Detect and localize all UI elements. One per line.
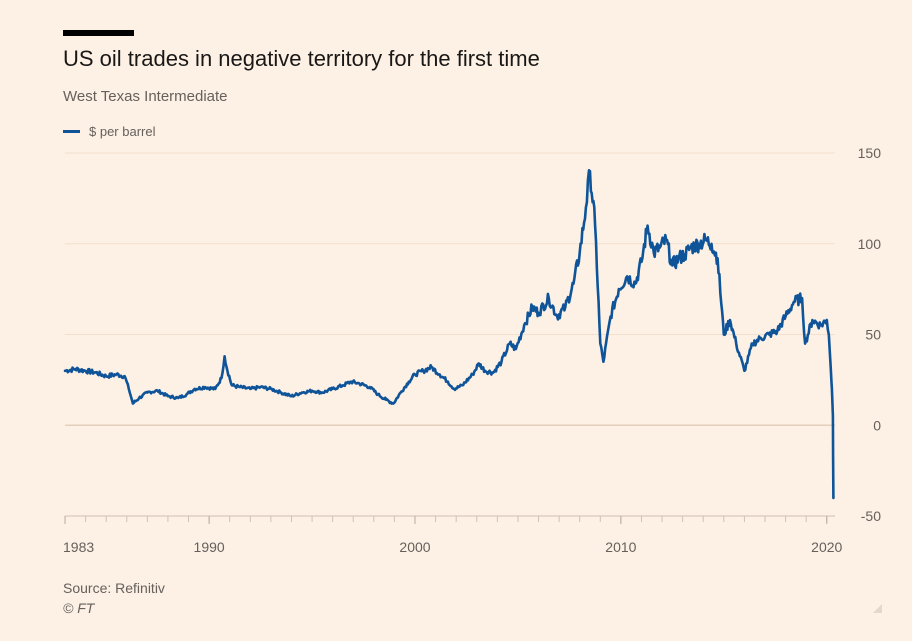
x-tick-label: 2020 — [811, 539, 842, 555]
x-tick-label: 1990 — [194, 539, 225, 555]
resize-grip-icon — [873, 604, 882, 613]
y-tick-label: 100 — [858, 236, 882, 252]
x-tick-label: 1983 — [63, 539, 94, 555]
title-accent-bar — [63, 30, 134, 36]
x-tick-label: 2000 — [399, 539, 430, 555]
y-tick-label: 150 — [858, 145, 882, 161]
legend-label: $ per barrel — [89, 124, 156, 139]
chart-title: US oil trades in negative territory for … — [63, 46, 540, 71]
series-line-wti — [63, 169, 835, 500]
legend-swatch — [63, 130, 80, 133]
source-note: Source: Refinitiv — [63, 580, 165, 596]
copyright-note: © FT — [63, 600, 95, 616]
chart-subtitle: West Texas Intermediate — [63, 88, 228, 105]
y-tick-label: -50 — [861, 508, 881, 524]
y-tick-label: 50 — [865, 327, 881, 343]
legend: $ per barrel — [63, 124, 155, 139]
y-tick-label: 0 — [873, 417, 881, 433]
x-tick-label: 2010 — [605, 539, 636, 555]
